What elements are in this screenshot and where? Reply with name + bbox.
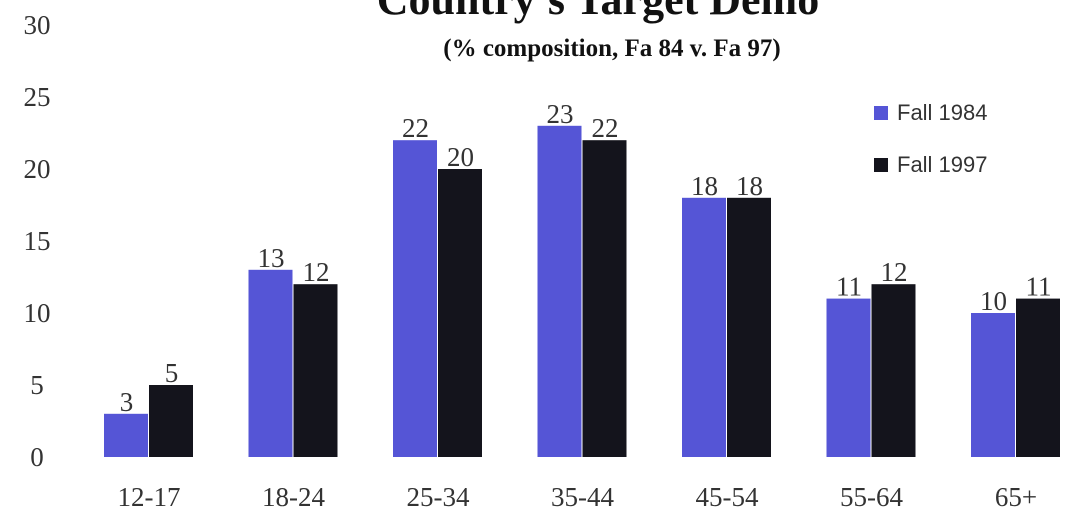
data-label: 12 [881,257,908,287]
data-label: 18 [691,171,718,201]
legend: Fall 1984 Fall 1997 [874,100,988,177]
x-tick-label: 45-54 [696,482,759,512]
legend-label: Fall 1984 [897,100,988,125]
data-label: 13 [258,243,285,273]
x-tick-label: 18-24 [262,482,325,512]
data-label: 12 [303,257,330,287]
data-label: 20 [447,142,474,172]
data-label: 3 [120,387,134,417]
bar [871,284,916,457]
data-label: 23 [547,99,574,129]
bar [682,197,726,458]
legend-swatch [874,158,888,172]
x-axis: 12-17 18-24 25-34 35-44 45-54 55-64 65+ [118,482,1038,512]
bar [1016,298,1060,457]
y-tick-label: 0 [30,442,44,472]
bar [727,197,771,458]
y-tick-label: 5 [30,370,44,400]
y-tick-label: 10 [24,298,51,328]
data-label: 22 [402,113,429,143]
data-label: 11 [836,272,862,302]
bar [393,140,437,457]
bar [248,269,293,457]
x-tick-label: 12-17 [118,482,181,512]
data-label: 5 [165,358,179,388]
y-tick-label: 30 [24,10,51,40]
y-axis: 0 5 10 15 20 25 30 [24,10,51,472]
bars [104,125,1060,458]
bar [149,385,193,457]
x-tick-label: 65+ [995,482,1037,512]
x-tick-label: 55-64 [840,482,903,512]
y-tick-label: 15 [24,226,51,256]
data-label: 10 [980,286,1007,316]
chart-subtitle: (% composition, Fa 84 v. Fa 97) [443,35,781,62]
bar [582,140,627,457]
x-tick-label: 25-34 [407,482,470,512]
data-label: 18 [736,171,763,201]
y-tick-label: 25 [24,82,51,112]
bar [537,125,582,458]
legend-swatch [874,106,888,120]
bar [971,313,1015,457]
x-tick-label: 35-44 [551,482,614,512]
chart-title: Country's Target Demo [377,0,819,24]
data-label: 11 [1026,272,1052,302]
bar [104,413,148,457]
bar [438,169,482,457]
data-label: 22 [592,113,619,143]
y-tick-label: 20 [24,154,51,184]
bar [293,284,338,457]
data-labels: 3 5 13 12 22 20 23 22 18 18 11 12 10 11 [120,99,1052,417]
bar [826,298,871,457]
legend-label: Fall 1997 [897,152,988,177]
